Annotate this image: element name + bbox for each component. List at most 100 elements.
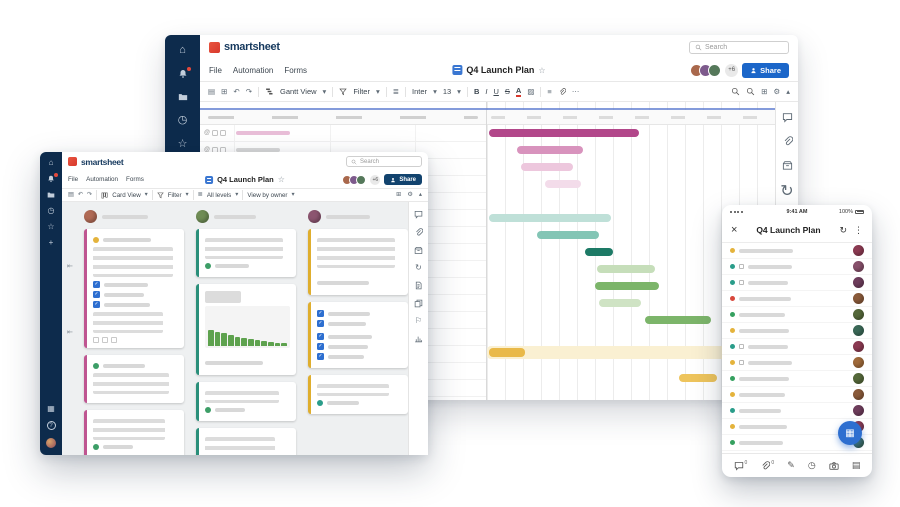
font-size-selector[interactable]: 13 xyxy=(442,87,452,96)
chevron-down-icon[interactable]: ▾ xyxy=(375,86,380,96)
gantt-bar[interactable] xyxy=(537,231,599,239)
flag-icon[interactable]: ⚐ xyxy=(414,316,423,325)
redo-icon[interactable]: ↷ xyxy=(245,86,252,96)
gantt-bar[interactable] xyxy=(585,248,613,256)
share-button[interactable]: Share xyxy=(384,174,422,185)
attachment-icon[interactable]: 0 xyxy=(760,460,774,471)
view-selector[interactable]: Gantt View xyxy=(279,87,317,96)
task-card[interactable] xyxy=(196,229,296,277)
chevron-down-icon[interactable]: ▾ xyxy=(291,190,295,198)
recents-clock-icon[interactable]: ◷ xyxy=(47,206,55,215)
mobile-row[interactable] xyxy=(722,403,872,419)
gantt-bar[interactable] xyxy=(545,180,581,188)
font-selector[interactable]: Inter xyxy=(412,87,428,96)
gantt-bar[interactable] xyxy=(599,299,641,307)
comment-icon[interactable]: 0 xyxy=(734,460,747,471)
search-input[interactable]: Search xyxy=(689,40,789,54)
avatar-overflow-badge[interactable]: +6 xyxy=(370,174,381,185)
task-card[interactable]: ✓ ✓ ✓ xyxy=(84,229,184,348)
gantt-bar[interactable] xyxy=(595,282,659,290)
close-icon[interactable]: × xyxy=(731,224,738,236)
attachments-icon[interactable] xyxy=(782,136,793,147)
menu-automation[interactable]: Automation xyxy=(86,176,119,183)
filter-button[interactable]: Filter xyxy=(167,191,182,199)
menu-forms[interactable]: Forms xyxy=(284,65,308,75)
checkbox-checked[interactable]: ✓ xyxy=(317,353,324,360)
attachments-icon[interactable] xyxy=(414,228,423,237)
smartsheet-logo[interactable]: smartsheet xyxy=(68,157,124,167)
task-card[interactable] xyxy=(196,284,296,375)
collapse-column-icon[interactable]: ⇤ xyxy=(67,263,73,270)
fit-view-icon[interactable]: ⊞ xyxy=(396,190,402,198)
checkbox-checked[interactable]: ✓ xyxy=(317,310,324,317)
mobile-row[interactable] xyxy=(722,371,872,387)
recents-clock-icon[interactable]: ◷ xyxy=(177,114,188,126)
gantt-bar[interactable] xyxy=(489,129,639,137)
notifications-bell-icon[interactable] xyxy=(47,173,58,183)
mobile-row[interactable] xyxy=(722,275,872,291)
gear-icon[interactable]: ⚙ xyxy=(773,86,781,96)
help-icon[interactable]: ? xyxy=(46,421,56,430)
copy-icon[interactable] xyxy=(414,299,423,308)
gear-icon[interactable]: ⚙ xyxy=(407,190,413,198)
chevron-down-icon[interactable]: ▾ xyxy=(457,86,461,96)
zoom-out-icon[interactable] xyxy=(731,87,740,96)
avatar-overflow-badge[interactable]: +6 xyxy=(725,63,739,77)
update-requests-icon[interactable]: ↻ xyxy=(415,263,422,272)
home-icon[interactable]: ⌂ xyxy=(48,158,54,167)
undo-icon[interactable]: ↶ xyxy=(233,86,240,96)
gantt-bar[interactable] xyxy=(597,265,655,273)
conversations-icon[interactable] xyxy=(782,112,793,123)
update-requests-icon[interactable]: ↻ xyxy=(780,183,794,200)
redo-icon[interactable]: ↷ xyxy=(87,190,93,198)
text-color-button[interactable]: A xyxy=(515,86,522,97)
filter-button[interactable]: Filter xyxy=(353,87,370,96)
checkbox-checked[interactable]: ✓ xyxy=(93,281,100,288)
levels-selector[interactable]: All levels xyxy=(206,191,232,199)
task-card[interactable] xyxy=(196,428,296,455)
smartsheet-logo[interactable]: smartsheet xyxy=(209,41,280,53)
menu-forms[interactable]: Forms xyxy=(126,176,144,183)
gantt-bar[interactable] xyxy=(489,348,525,357)
chevron-down-icon[interactable]: ▾ xyxy=(144,190,148,198)
favorites-star-icon[interactable]: ☆ xyxy=(47,222,55,231)
lane-header[interactable] xyxy=(196,210,296,223)
conversations-icon[interactable] xyxy=(414,210,423,219)
bold-button[interactable]: B xyxy=(473,87,480,96)
task-card[interactable] xyxy=(308,229,408,295)
collapse-column-icon[interactable]: ⇤ xyxy=(67,329,73,336)
collapse-toolbar-icon[interactable]: ▴ xyxy=(786,86,790,96)
gantt-bar[interactable] xyxy=(521,163,573,171)
share-button[interactable]: Share xyxy=(742,62,789,78)
mobile-row[interactable] xyxy=(722,307,872,323)
summary-chart-icon[interactable] xyxy=(414,334,423,343)
view-selector[interactable]: Card View xyxy=(112,191,141,199)
publish-doc-icon[interactable] xyxy=(414,281,423,290)
camera-icon[interactable] xyxy=(829,461,839,471)
gantt-chart-panel[interactable] xyxy=(487,102,775,400)
account-avatar[interactable] xyxy=(46,438,56,448)
mobile-row[interactable] xyxy=(722,387,872,403)
browse-folder-icon[interactable] xyxy=(178,92,188,102)
chevron-down-icon[interactable]: ▾ xyxy=(185,190,189,198)
create-plus-icon[interactable]: + xyxy=(48,238,54,247)
task-card[interactable] xyxy=(84,410,184,455)
checkbox-checked[interactable]: ✓ xyxy=(317,320,324,327)
chevron-down-icon[interactable]: ▾ xyxy=(235,190,239,198)
task-card[interactable] xyxy=(196,382,296,421)
favorite-star-icon[interactable]: ☆ xyxy=(277,175,285,184)
history-clock-icon[interactable]: ◷ xyxy=(807,460,816,470)
gantt-bar[interactable] xyxy=(645,316,711,324)
row-checkbox[interactable] xyxy=(739,280,744,285)
menu-file[interactable]: File xyxy=(68,176,79,183)
align-icon[interactable]: ≡ xyxy=(547,86,552,96)
edit-pencil-icon[interactable]: ✎ xyxy=(787,460,795,470)
menu-automation[interactable]: Automation xyxy=(232,65,274,75)
gantt-bar[interactable] xyxy=(679,374,717,382)
grid-row[interactable]: @ xyxy=(200,125,486,142)
fab-button[interactable]: ▦ xyxy=(838,421,862,445)
kebab-menu-icon[interactable]: ⋮ xyxy=(854,224,863,235)
strikethrough-button[interactable]: S xyxy=(504,87,510,96)
undo-icon[interactable]: ↶ xyxy=(77,190,84,198)
browse-folder-icon[interactable] xyxy=(47,191,55,199)
